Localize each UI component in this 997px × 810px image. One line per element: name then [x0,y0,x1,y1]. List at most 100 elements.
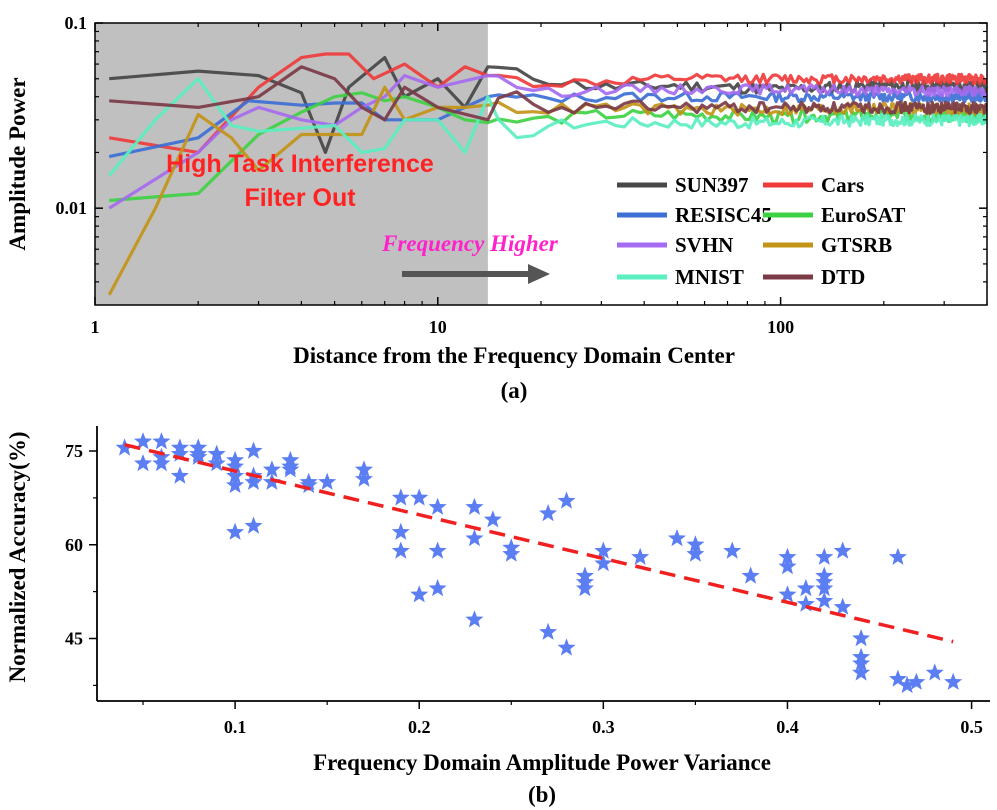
scatter-point [115,438,134,456]
scatter-point [815,591,834,609]
scatter-point [170,444,189,462]
scatter-point [226,475,245,494]
scatter-point [925,663,944,681]
scatter-point [244,472,263,490]
scatter-point [796,594,815,612]
scatter-point [815,547,834,565]
scatter-point [354,460,373,478]
scatter-point [723,541,742,559]
chart-a: 1 10 100 0.01 0.1 High Task Interference Fil… [5,13,988,403]
scatter-point [898,675,917,694]
scatter-point [465,529,484,547]
scatter-point [391,488,410,506]
scatter-point [226,466,245,484]
scatter-point [189,447,208,465]
frequency-higher-label: Frequency Higher [381,231,559,256]
scatter-point [852,654,871,672]
scatter-point [888,547,907,565]
scatter-point [152,432,171,450]
legend-label-eurosat: EuroSAT [821,203,905,227]
scatter-point [852,629,871,647]
chart-b: 0.1 0.2 0.3 0.4 0.5 45 60 75 Normalized Accurac… [5,426,990,807]
scatter-point [502,544,521,562]
legend-label-dtd: DTD [821,265,865,289]
chart-a-y-tick-label: 0.1 [65,13,88,33]
scatter-point [686,544,705,562]
scatter-point [907,672,926,690]
chart-b-y-tick-label: 75 [65,441,83,461]
scatter-point [299,475,318,494]
scatter-point [134,454,153,472]
trend-line [124,443,954,644]
series-line-resisc45 [108,90,987,159]
legend-label-sun397: SUN397 [675,173,749,197]
scatter-point [833,597,852,615]
scatter-point [391,541,410,559]
scatter-point [207,444,226,462]
scatter-point [575,579,594,597]
scatter-point [631,547,650,565]
chart-a-x-tick-label: 100 [767,317,794,337]
scatter-point [483,510,502,528]
chart-a-series [107,52,987,296]
scatter-point [815,579,834,597]
chart-b-x-tick-label: 0.1 [224,717,247,737]
scatter-point [539,622,558,640]
frequency-arrow-icon [402,264,550,284]
legend-label-mnist: MNIST [675,265,744,289]
scatter-point [668,529,686,547]
scatter-point [318,472,337,490]
scatter-point [778,585,797,603]
scatter-point [465,497,484,515]
legend-label-gtsrb: GTSRB [821,233,892,257]
legend-label-resisc45: RESISC45 [675,203,772,227]
scatter-point [594,554,613,572]
caption-b: (b) [528,782,556,807]
series-line-mnist [107,77,987,177]
scatter-point [465,610,484,628]
caption-a: (a) [501,378,528,403]
legend-label-svhn: SVHN [675,233,733,257]
scatter-point [557,491,576,509]
scatter-point [428,579,447,597]
chart-a-xlabel: Distance from the Frequency Domain Cente… [293,343,735,368]
high-interference-region [95,23,488,305]
chart-b-plot [115,432,963,694]
scatter-point [226,522,245,540]
series-line-cars [108,52,987,154]
scatter-point [888,669,907,687]
scatter-point [226,457,245,475]
scatter-point [539,504,558,522]
scatter-point [741,566,760,584]
chart-a-ylabel: Amplitude Power [5,77,30,250]
series-line-dtd [109,65,987,122]
scatter-point [244,441,263,459]
chart-b-axes: 0.1 0.2 0.3 0.4 0.5 45 60 75 [65,426,990,737]
region-label-line1: High Task Interference [166,150,434,178]
chart-a-x-tick-label: 1 [91,317,100,337]
scatter-point [244,516,263,534]
chart-a-x-tick-label: 10 [429,317,447,337]
scatter-point [262,460,281,478]
chart-b-x-tick-label: 0.4 [776,717,799,737]
scatter-point [557,638,576,656]
scatter-point [686,535,705,553]
scatter-point [852,663,871,681]
scatter-point [354,469,373,487]
scatter-point [778,557,797,575]
chart-b-y-tick-label: 45 [65,629,83,649]
scatter-point [778,547,797,565]
chart-b-ylabel: Normalized Accuracy(%) [5,431,30,682]
scatter-point [428,497,447,515]
chart-a-axes: 1 10 100 0.01 0.1 [56,13,988,337]
series-line-svhn [108,74,987,210]
scatter-point [796,579,815,597]
scatter-point [134,432,153,450]
scatter-point [207,454,226,472]
chart-b-x-tick-label: 0.2 [408,717,431,737]
chart-b-x-tick-label: 0.3 [592,717,615,737]
scatter-point [594,541,613,559]
scatter-point [170,466,189,484]
scatter-point [410,585,429,603]
